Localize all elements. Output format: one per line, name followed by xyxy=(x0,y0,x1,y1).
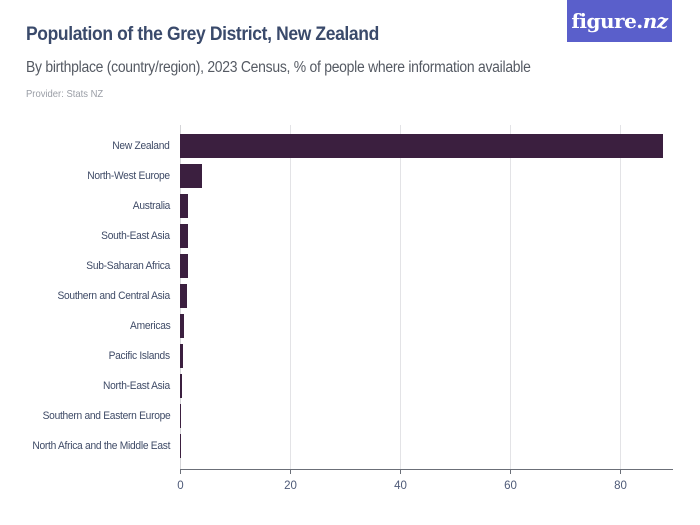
x-axis-tick xyxy=(400,469,401,474)
x-axis-tick xyxy=(620,469,621,474)
bar xyxy=(180,404,182,428)
gridline xyxy=(620,125,621,469)
gridline xyxy=(510,125,511,469)
logo-text: figure. xyxy=(571,9,643,33)
category-label: New Zealand xyxy=(112,140,170,152)
bar xyxy=(180,314,185,338)
bar xyxy=(180,224,188,248)
x-axis-tick xyxy=(180,469,181,474)
gridline xyxy=(290,125,291,469)
category-label: North-East Asia xyxy=(103,380,170,392)
provider-label: Provider: Stats NZ xyxy=(26,88,104,100)
category-label: North Africa and the Middle East xyxy=(32,440,170,452)
chart-subtitle: By birthplace (country/region), 2023 Cen… xyxy=(26,59,531,76)
x-axis-line xyxy=(180,469,673,470)
x-axis-tick-label: 20 xyxy=(284,480,297,492)
x-axis-tick-label: 60 xyxy=(504,480,517,492)
bar xyxy=(180,284,187,308)
x-axis-tick xyxy=(510,469,511,474)
category-label: Americas xyxy=(129,320,171,332)
category-label: Southern and Eastern Europe xyxy=(42,410,170,422)
bar xyxy=(180,434,181,458)
x-axis-tick-label: 0 xyxy=(177,480,184,492)
gridline xyxy=(400,125,401,469)
x-axis-tick-label: 40 xyxy=(394,480,407,492)
category-label: North-West Europe xyxy=(87,170,170,182)
bar xyxy=(180,344,184,368)
bar xyxy=(180,374,182,398)
logo-nz-text: nz xyxy=(642,9,668,33)
category-label: South-East Asia xyxy=(101,230,170,242)
x-axis-tick xyxy=(290,469,291,474)
category-label: Sub-Saharan Africa xyxy=(86,260,170,272)
bar xyxy=(180,194,189,218)
bar xyxy=(180,134,664,158)
category-label: Pacific Islands xyxy=(108,350,170,362)
chart-title: Population of the Grey District, New Zea… xyxy=(26,24,379,45)
category-label: Southern and Central Asia xyxy=(57,290,171,302)
x-axis-tick-label: 80 xyxy=(614,480,627,492)
figure-nz-logo[interactable]: figure. nz xyxy=(567,0,672,42)
bar xyxy=(180,164,202,188)
category-label: Australia xyxy=(132,200,171,212)
bar xyxy=(180,254,188,278)
